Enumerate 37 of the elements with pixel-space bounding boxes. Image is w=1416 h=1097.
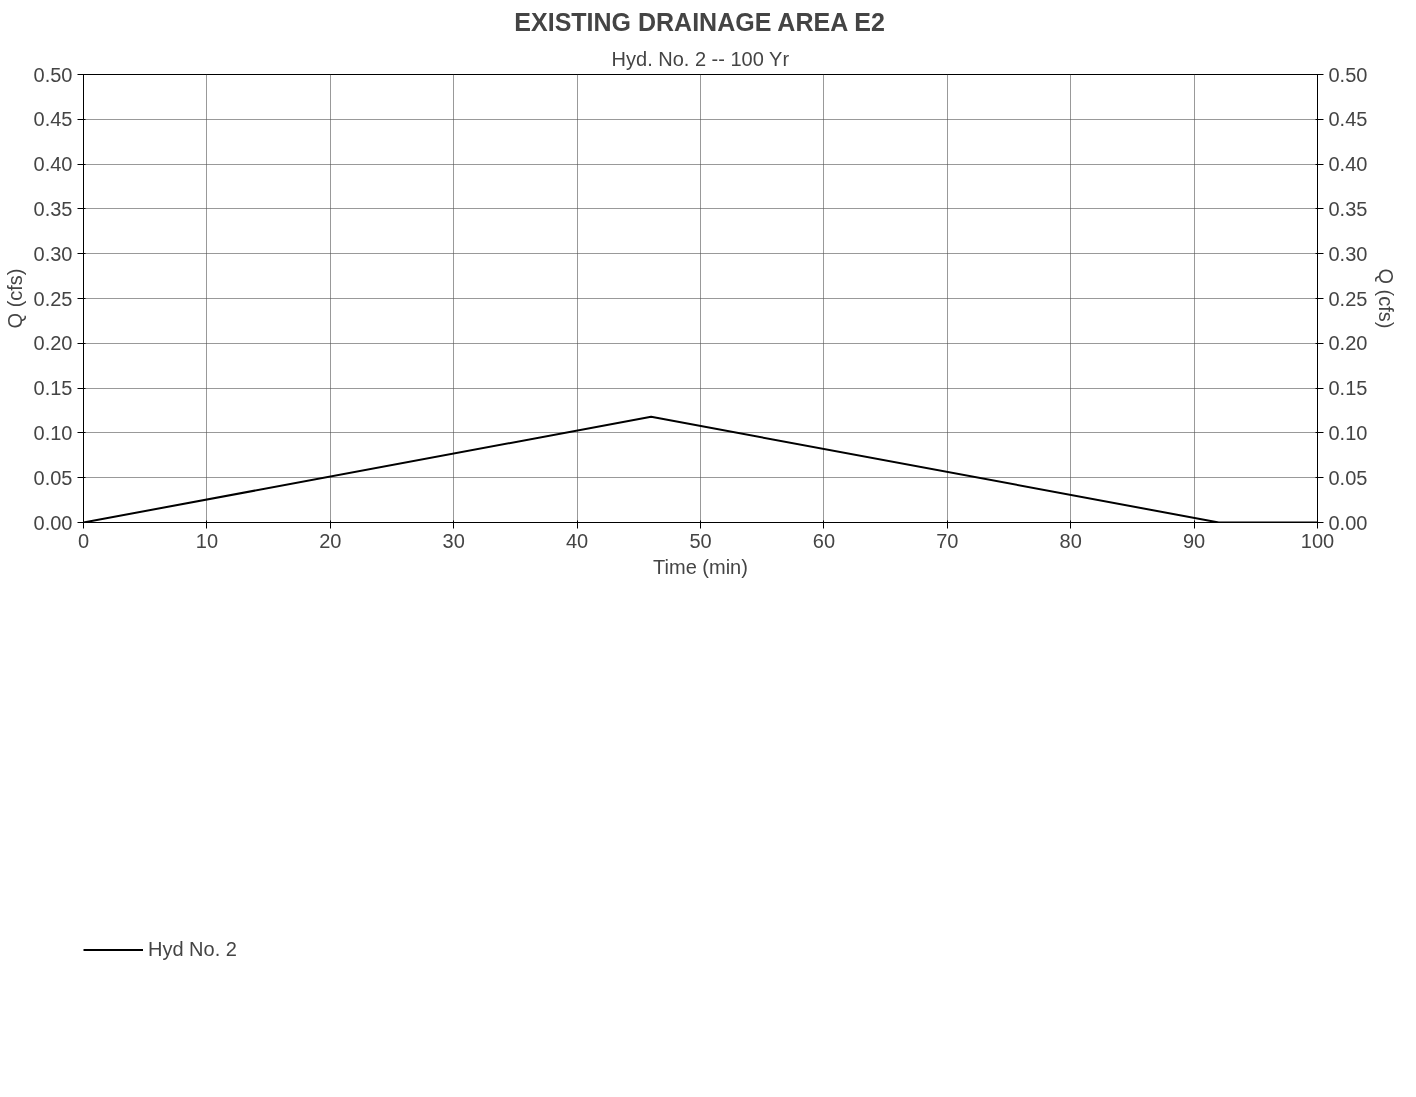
chart-subtitle: Hyd. No. 2 -- 100 Yr [611,47,790,70]
y2-tick-label: 0.50 [1328,63,1368,86]
y-tick-label: 0.20 [33,332,73,355]
x-tick-label: 30 [442,529,465,552]
y-tick-label: 0.35 [33,197,73,220]
y2-tick-label: 0.45 [1328,108,1368,131]
y2-tick-label: 0.20 [1328,332,1368,355]
x-tick-label: 60 [812,529,836,552]
y2-tick-label: 0.10 [1328,421,1368,444]
chart-title: EXISTING DRAINAGE AREA E2 [514,7,885,36]
x-tick-label: 20 [319,529,342,552]
y-tick-label: 0.05 [33,466,73,489]
y2-tick-label: 0.35 [1328,197,1368,220]
y-tick-label: 0.15 [33,377,73,400]
x-tick-label: 70 [936,529,959,552]
y2-tick-label: 0.25 [1328,287,1368,310]
y-tick-label: 0.00 [33,511,73,534]
y2-tick-label: 0.40 [1328,153,1368,176]
y-tick-label: 0.40 [33,153,73,176]
x-tick-label: 10 [195,529,219,552]
y2-tick-label: 0.15 [1328,377,1368,400]
y2-tick-label: 0.05 [1328,466,1368,489]
y-axis-title: Q (cfs) [3,268,26,329]
y-tick-label: 0.50 [33,63,73,86]
legend-label: Hyd No. 2 [148,937,237,961]
y2-tick-label: 0.30 [1328,242,1368,265]
x-axis-title: Time (min) [653,555,748,578]
x-tick-label: 90 [1182,529,1206,552]
y-tick-label: 0.25 [33,287,73,310]
x-tick-label: 50 [689,529,712,552]
x-tick-label: 40 [565,529,589,552]
y-tick-label: 0.45 [33,108,73,131]
y-tick-label: 0.30 [33,242,73,265]
x-tick-label: 0 [77,529,90,552]
y2-axis-title: Q (cfs) [1375,268,1398,329]
x-tick-label: 80 [1059,529,1082,552]
y-tick-label: 0.10 [33,421,73,444]
